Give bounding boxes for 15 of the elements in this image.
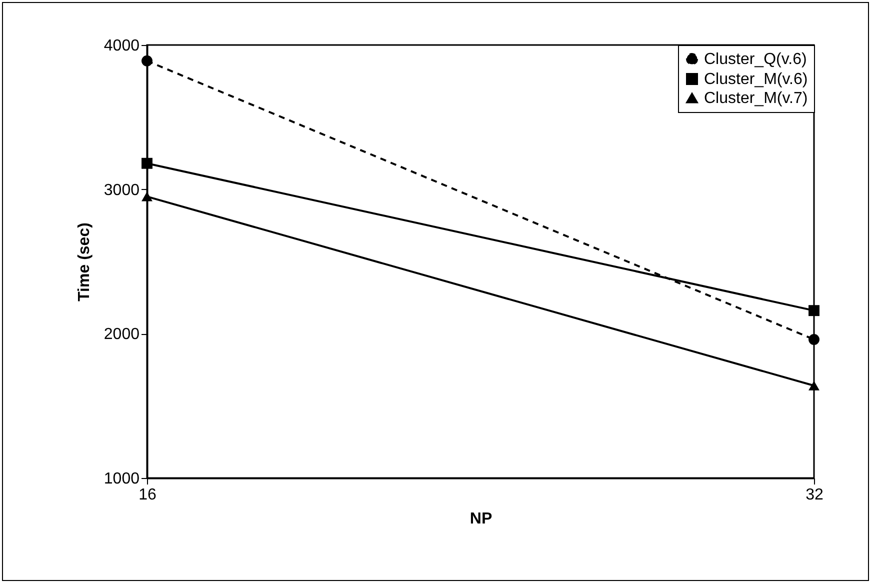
y-tick-label: 2000 [104,326,140,344]
legend-label: Cluster_Q(v.6) [704,51,807,68]
point [142,55,152,66]
point [142,158,152,169]
point [808,305,820,316]
x-tick-label: 16 [138,486,156,504]
legend-label: Cluster_M(v.7) [704,90,808,107]
y-tick-label: 3000 [104,182,140,199]
legend-label: Cluster_M(v.6) [704,71,808,88]
x-tick-label: 32 [806,486,824,504]
y-axis-title: Time (sec) [76,222,93,302]
y-tick-label: 4000 [104,38,140,54]
point [808,334,820,345]
y-tick-label: 1000 [104,470,140,488]
x-axis-title: NP [470,510,492,528]
